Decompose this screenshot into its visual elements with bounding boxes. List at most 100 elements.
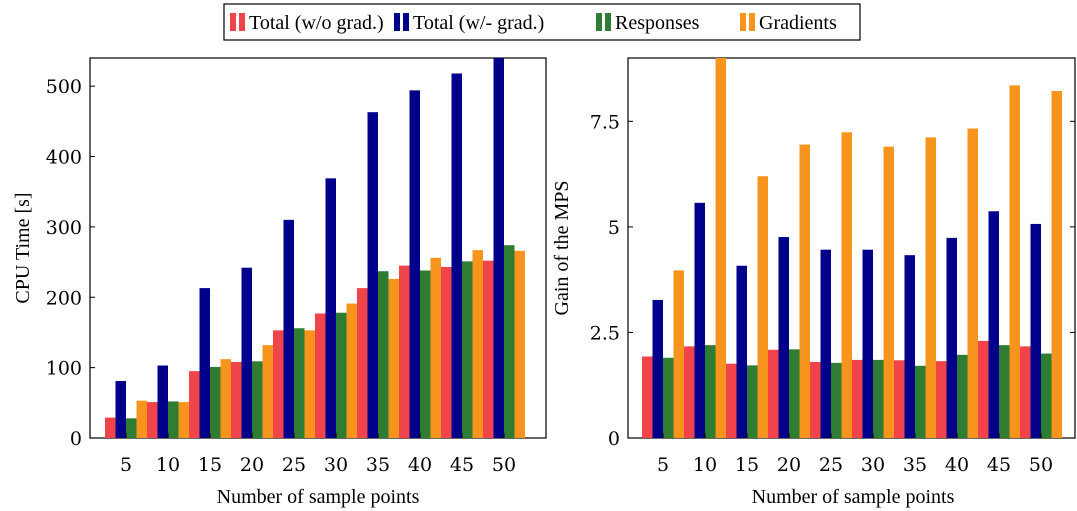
- legend-label: Total (w/- grad.): [413, 12, 544, 34]
- left-plot-y-ticks: 0 100 200 300 400 500: [46, 76, 95, 450]
- x-tick-label: 35: [366, 454, 390, 476]
- bar: [841, 132, 852, 438]
- bar: [715, 58, 726, 438]
- bar: [336, 312, 347, 438]
- legend-label: Total (w/o grad.): [249, 12, 384, 34]
- bar: [652, 299, 663, 438]
- bar: [789, 349, 800, 438]
- bar: [946, 237, 957, 438]
- chart-legend: Total (w/o grad.) Total (w/- grad.) Respon…: [223, 3, 861, 41]
- y-tick-label: 7.5: [590, 111, 620, 133]
- x-tick-label: 45: [450, 454, 474, 476]
- right-plot-y-ticks: 0 2.5 5 7.5: [590, 111, 1075, 450]
- x-tick-label: 25: [282, 454, 306, 476]
- legend-label: Responses: [615, 12, 700, 34]
- bar: [105, 417, 116, 438]
- right-plot-y-axis-label: Gain of the MPS: [551, 181, 573, 316]
- bar: [1020, 346, 1031, 438]
- bar: [967, 128, 978, 438]
- bar: [189, 371, 200, 438]
- legend-swatch: [596, 13, 602, 31]
- bar: [904, 255, 915, 438]
- bar: [810, 362, 821, 438]
- bar: [915, 365, 926, 438]
- bar: [441, 267, 452, 438]
- bar: [705, 345, 716, 438]
- x-tick-label: 15: [735, 454, 759, 476]
- bar: [504, 245, 515, 438]
- x-tick-label: 45: [987, 454, 1011, 476]
- bar: [694, 202, 705, 438]
- bar: [820, 249, 831, 438]
- y-tick-label: 200: [46, 287, 82, 309]
- bar: [1009, 85, 1020, 438]
- x-tick-label: 50: [1029, 454, 1053, 476]
- bar: [367, 112, 378, 438]
- y-tick-label: 500: [46, 76, 82, 98]
- bar: [831, 362, 842, 438]
- bar: [378, 271, 389, 438]
- bar: [852, 359, 863, 438]
- bar: [252, 361, 263, 438]
- bar: [988, 211, 999, 438]
- right-plot-x-axis-label: Number of sample points: [752, 486, 955, 508]
- bar: [178, 402, 189, 438]
- bar: [894, 360, 905, 438]
- bar: [768, 349, 779, 438]
- x-tick-label: 20: [777, 454, 801, 476]
- bar: [420, 270, 431, 438]
- y-tick-label: 400: [46, 147, 82, 169]
- legend-label: Gradients: [759, 12, 837, 34]
- left-plot-y-axis-label: CPU Time [s]: [12, 192, 34, 303]
- x-tick-label: 40: [945, 454, 969, 476]
- bar: [493, 58, 504, 438]
- bar: [862, 249, 873, 438]
- x-tick-label: 40: [408, 454, 432, 476]
- bar: [136, 400, 147, 438]
- bar: [684, 346, 695, 438]
- bar: [925, 137, 936, 438]
- bar: [273, 330, 284, 438]
- bar: [409, 90, 420, 439]
- bar: [462, 261, 473, 438]
- legend-swatch: [394, 13, 400, 31]
- bar: [673, 270, 684, 438]
- bar: [157, 365, 168, 438]
- bar: [346, 303, 357, 438]
- legend-swatch: [230, 13, 236, 31]
- bar: [514, 250, 525, 438]
- x-tick-label: 10: [693, 454, 717, 476]
- bar: [936, 361, 947, 438]
- bar: [199, 288, 210, 438]
- bar: [957, 354, 968, 438]
- bar: [799, 144, 810, 438]
- x-tick-label: 20: [240, 454, 264, 476]
- legend-swatch: [403, 13, 409, 31]
- y-tick-label: 0: [70, 428, 82, 450]
- left-plot-x-axis-label: Number of sample points: [217, 486, 420, 508]
- x-tick-label: 5: [120, 454, 132, 476]
- bar: [430, 257, 441, 438]
- bar: [736, 265, 747, 438]
- x-tick-label: 10: [156, 454, 180, 476]
- bar: [168, 401, 179, 438]
- bar: [304, 330, 315, 438]
- bar: [999, 345, 1010, 438]
- bar: [399, 265, 410, 438]
- bar: [262, 345, 273, 438]
- bar: [472, 250, 483, 438]
- x-tick-label: 50: [492, 454, 516, 476]
- right-plot-gain: 0 2.5 5 7.5 5 10 15 20 25 30 35 40 45 50 Number of s…: [551, 57, 1076, 508]
- bar: [1041, 353, 1052, 438]
- legend-swatch: [740, 13, 746, 31]
- x-tick-label: 35: [903, 454, 927, 476]
- x-tick-label: 30: [324, 454, 348, 476]
- x-tick-label: 25: [819, 454, 843, 476]
- left-plot-cpu-time: 0 100 200 300 400 500 5 10 15 20 25 30 35 40 45 50 Num…: [12, 57, 547, 508]
- bar: [663, 357, 674, 438]
- left-plot-bars: [105, 58, 525, 439]
- bar: [1051, 90, 1062, 439]
- bar: [294, 328, 305, 438]
- bar: [747, 365, 758, 438]
